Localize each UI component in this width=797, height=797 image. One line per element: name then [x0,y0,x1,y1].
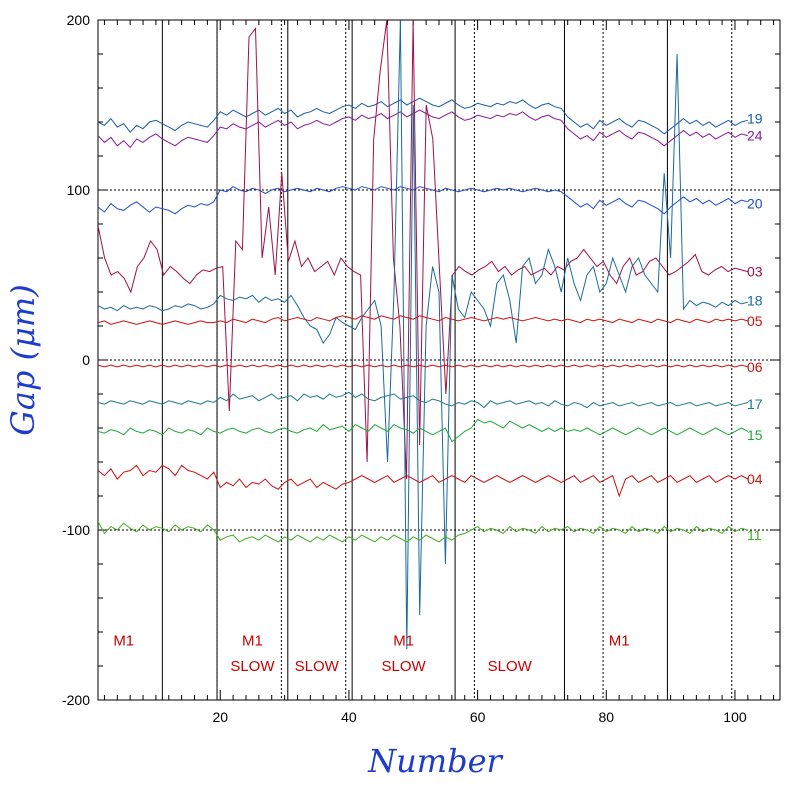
series-label-05: 05 [747,313,763,329]
series-label-20: 20 [747,196,763,212]
y-axis-title: Gap (μm) [4,284,42,435]
region-annotation: SLOW [488,658,533,675]
y-tick-label: 200 [67,12,91,28]
series-label-04: 04 [747,471,763,487]
series-line-06 [98,364,748,368]
series-label-24: 24 [747,128,763,144]
region-annotation: SLOW [295,658,340,675]
region-annotation: SLOW [230,658,275,675]
region-annotation: M1 [242,633,263,650]
y-tick-label: -200 [62,692,90,708]
series-line-19 [98,97,748,135]
x-axis-title: Number [367,742,503,780]
series-line-18 [98,20,748,650]
x-tick-label: 80 [598,709,614,725]
x-tick-label: 100 [723,709,747,725]
series-line-24 [98,109,748,149]
region-annotation: SLOW [382,658,427,675]
series-label-06: 06 [747,359,763,375]
x-tick-label: 40 [341,709,357,725]
series-label-15: 15 [747,427,763,443]
y-tick-label: 0 [82,352,90,368]
x-tick-label: 60 [470,709,486,725]
series-line-20 [98,186,748,215]
series-group [98,20,749,650]
region-annotation: M1 [393,633,414,650]
series-line-03 [98,20,748,480]
series-label-11: 11 [747,527,762,543]
region-annotation: M1 [609,633,630,650]
series-label-18: 18 [747,293,763,309]
x-tick-label: 20 [212,709,228,725]
series-line-15 [98,418,749,443]
y-tick-label: 100 [67,182,91,198]
series-line-04 [98,464,749,498]
region-annotation: M1 [113,633,134,650]
series-line-11 [98,521,748,543]
series-label-19: 19 [747,111,763,127]
series-line-17 [98,391,748,409]
series-label-03: 03 [747,264,763,280]
y-tick-label: -100 [62,522,90,538]
series-line-05 [98,315,748,325]
series-label-17: 17 [747,396,763,412]
